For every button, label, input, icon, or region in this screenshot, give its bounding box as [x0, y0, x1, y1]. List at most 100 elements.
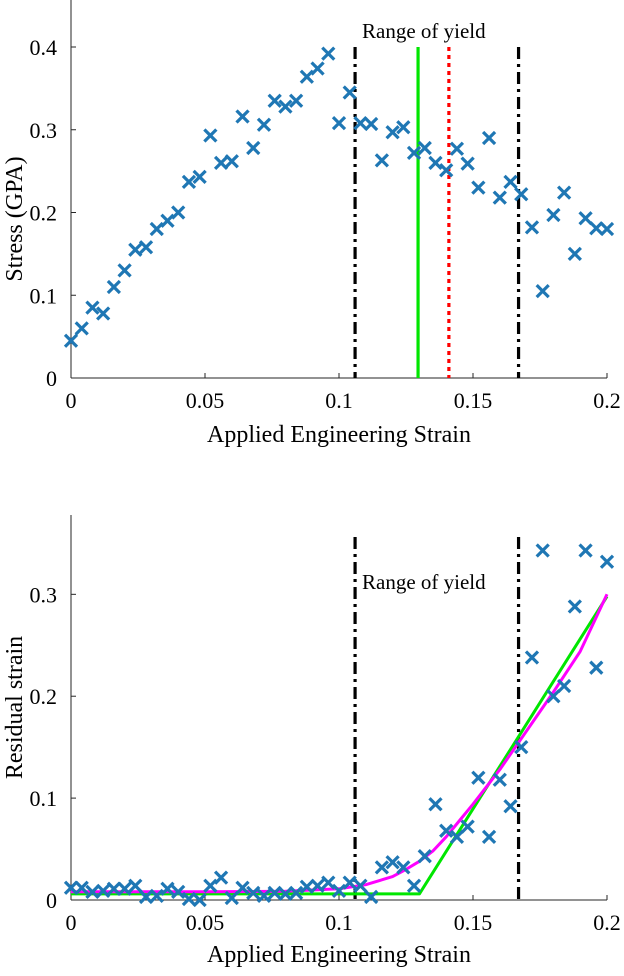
data-point [213, 155, 229, 170]
data-point [481, 130, 497, 146]
data-point [128, 242, 143, 257]
data-point [385, 125, 400, 140]
y-tick-label: 0.1 [30, 786, 58, 811]
data-point [471, 770, 486, 785]
range-of-yield-annotation: Range of yield [362, 19, 486, 43]
x-axis-label: Applied Engineering Strain [207, 942, 471, 968]
data-point [85, 300, 100, 315]
data-point [342, 875, 357, 890]
data-point [546, 207, 561, 223]
data-point [267, 93, 282, 108]
data-point [396, 860, 411, 875]
data-point [246, 885, 261, 900]
data-point [149, 888, 164, 904]
data-point [481, 829, 497, 844]
series-line-green-fit [71, 595, 609, 896]
x-tick-label: 0.15 [454, 388, 493, 413]
data-point [460, 156, 475, 171]
data-point [181, 174, 197, 190]
data-point [599, 221, 615, 237]
y-axis-label: Stress (GPA) [2, 156, 28, 281]
data-point [321, 46, 336, 61]
data-point [149, 221, 164, 237]
data-point [449, 829, 465, 844]
data-point [299, 69, 314, 84]
subplot-1: 0 0.05 0.1 0.15 0.2 0 0.1 0.2 0.3 0.4 Applied Engi… [2, 0, 621, 448]
data-point [117, 263, 132, 278]
data-point [310, 61, 325, 76]
x-tick-label: 0.1 [325, 910, 353, 935]
y-tick-label: 0 [46, 888, 57, 913]
data-point [117, 881, 132, 896]
data-point [364, 889, 379, 905]
data-point [63, 880, 79, 895]
data-point [589, 660, 604, 675]
data-point [224, 890, 239, 906]
data-point [74, 880, 89, 895]
data-point [203, 128, 218, 143]
data-point [514, 740, 529, 755]
data-point [171, 884, 186, 899]
data-point [428, 155, 443, 170]
data-point [503, 799, 518, 814]
data-point [406, 878, 422, 893]
data-point [63, 333, 79, 348]
data-point [96, 306, 111, 321]
y-tick-label: 0.3 [30, 582, 58, 607]
data-point [138, 240, 154, 255]
data-point [310, 878, 325, 893]
data-point [235, 880, 250, 895]
data-point [439, 163, 454, 178]
data-point [524, 650, 540, 665]
data-point [171, 205, 186, 220]
data-point [288, 885, 304, 900]
data-point [578, 543, 593, 558]
range-of-yield-annotation: Range of yield [362, 570, 486, 594]
data-point [514, 187, 529, 202]
data-point [74, 321, 89, 336]
data-point [556, 185, 572, 200]
data-point [385, 855, 400, 870]
x-tick-label: 0.05 [186, 910, 225, 935]
y-axis-label: Residual strain [2, 636, 28, 779]
data-point [599, 554, 615, 569]
data-point [128, 878, 143, 893]
data-point [96, 883, 111, 898]
data-point [278, 99, 293, 114]
data-point [374, 153, 390, 168]
y-tick-label: 0.2 [30, 201, 58, 226]
data-point [396, 120, 411, 135]
data-point [331, 883, 347, 898]
x-tick-label: 0 [66, 388, 77, 413]
data-point [503, 174, 518, 190]
x-tick-label: 0 [66, 910, 77, 935]
data-point [417, 849, 432, 864]
data-point [417, 140, 432, 156]
x-tick-label: 0.15 [454, 910, 493, 935]
data-point [256, 888, 272, 904]
data-point [224, 154, 239, 169]
data-point [556, 678, 572, 694]
data-point [567, 246, 582, 262]
data-point [213, 870, 229, 885]
data-point [246, 140, 261, 156]
data-point [524, 220, 540, 235]
data-point [374, 860, 390, 875]
data-point [192, 892, 207, 908]
data-point [492, 772, 507, 787]
data-point [192, 169, 207, 185]
y-tick-label: 0.1 [30, 283, 58, 308]
data-point [535, 283, 550, 299]
data-point [331, 115, 347, 131]
data-point [342, 85, 357, 100]
data-point [439, 823, 454, 838]
data-point [256, 117, 272, 132]
subplot-2: 0 0.05 0.1 0.15 0.2 0 0.1 0.2 0.3 Applied Enginee… [2, 515, 621, 968]
x-tick-label: 0.2 [593, 388, 621, 413]
data-point [460, 819, 475, 834]
data-point [203, 878, 218, 893]
data-point [567, 599, 582, 614]
data-point [160, 213, 175, 228]
data-point [406, 145, 422, 161]
